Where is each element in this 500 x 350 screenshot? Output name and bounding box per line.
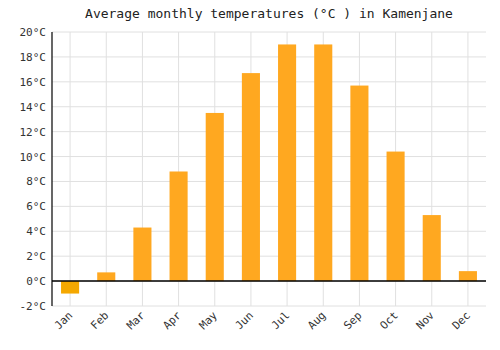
grid-line-x bbox=[106, 32, 107, 306]
bar bbox=[97, 272, 115, 281]
x-tick-label: Oct bbox=[377, 309, 400, 332]
grid-line-y bbox=[52, 156, 486, 157]
x-tick-label: Dec bbox=[450, 309, 473, 332]
bar bbox=[459, 271, 477, 281]
baseline bbox=[52, 280, 486, 282]
x-tick-label: May bbox=[197, 309, 221, 333]
y-axis-line bbox=[51, 32, 52, 306]
x-tick-label: Nov bbox=[414, 309, 438, 333]
y-tick-label: 6°C bbox=[26, 200, 46, 213]
chart: Average monthly temperatures (°C ) in Ka… bbox=[0, 0, 500, 350]
grid-line-y bbox=[52, 106, 486, 107]
x-tick-label: Aug bbox=[305, 309, 328, 332]
bar bbox=[242, 73, 260, 281]
y-tick-label: 10°C bbox=[20, 151, 47, 164]
grid-line-y bbox=[52, 32, 486, 33]
bar bbox=[314, 44, 332, 281]
y-tick-label: 20°C bbox=[20, 26, 47, 39]
y-tick-label: -2°C bbox=[20, 300, 47, 313]
grid-line-y bbox=[52, 231, 486, 232]
x-tick-label: Jul bbox=[269, 309, 292, 332]
title: Average monthly temperatures (°C ) in Ka… bbox=[85, 6, 453, 21]
bar bbox=[387, 152, 405, 282]
bar bbox=[423, 215, 441, 281]
grid-line-y bbox=[52, 206, 486, 207]
grid-line-y bbox=[52, 56, 486, 57]
grid-line-x bbox=[467, 32, 468, 306]
grid-line-y bbox=[52, 306, 486, 307]
x-tick-label: Jun bbox=[233, 309, 256, 332]
grid-line-y bbox=[52, 281, 486, 282]
bar bbox=[61, 281, 79, 293]
grid-line-x bbox=[70, 32, 71, 306]
grid-line-y bbox=[52, 256, 486, 257]
x-tick-label: Apr bbox=[160, 309, 184, 333]
x-tick-label: Jan bbox=[52, 309, 75, 332]
y-tick-label: 14°C bbox=[20, 101, 47, 114]
grid bbox=[52, 32, 486, 306]
y-tick-label: 4°C bbox=[26, 225, 46, 238]
y-tick-label: 8°C bbox=[26, 175, 46, 188]
y-tick-label: 2°C bbox=[26, 250, 46, 263]
y-tick-label: 18°C bbox=[20, 51, 47, 64]
grid-line-y bbox=[52, 81, 486, 82]
bar bbox=[206, 113, 224, 281]
bar bbox=[170, 171, 188, 281]
x-tick-label: Feb bbox=[88, 309, 111, 332]
chart-container: Average monthly temperatures (°C ) in Ka… bbox=[0, 0, 500, 350]
grid-line-y bbox=[52, 181, 486, 182]
bars bbox=[61, 44, 477, 293]
x-tick-label: Sep bbox=[341, 309, 364, 332]
y-tick-label: 12°C bbox=[20, 126, 47, 139]
bar bbox=[350, 86, 368, 282]
y-tick-label: 0°C bbox=[26, 275, 46, 288]
x-tick-label: Mar bbox=[124, 309, 148, 333]
bar bbox=[278, 44, 296, 281]
axes: -2°C 0°C 2°C 4°C 6°C 8°C 10°C 12°C 14°C 16°C 18°C 2… bbox=[20, 26, 474, 332]
bar bbox=[133, 228, 151, 282]
y-tick-label: 16°C bbox=[20, 76, 47, 89]
grid-line-y bbox=[52, 131, 486, 132]
